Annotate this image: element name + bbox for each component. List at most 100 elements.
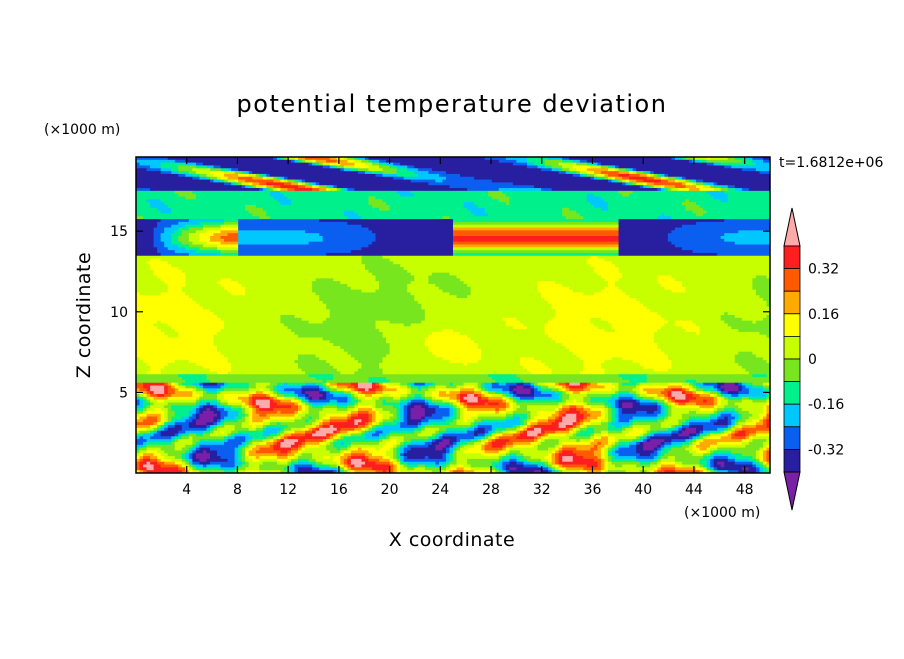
contour-cell (477, 343, 563, 347)
contour-cell (681, 182, 687, 186)
contour-cell (238, 227, 370, 231)
contour-cell (555, 419, 563, 423)
contour-cell (639, 436, 644, 440)
contour-cell (326, 436, 331, 440)
contour-cell (481, 441, 486, 446)
contour-cell (164, 425, 169, 429)
contour-cell (329, 436, 334, 440)
contour-cell (622, 464, 637, 468)
contour-cell (262, 391, 271, 395)
contour-cell (209, 309, 331, 313)
contour-cell (188, 456, 193, 460)
contour-cell (474, 425, 479, 429)
contour-cell (502, 467, 507, 471)
contour-cell (435, 408, 451, 412)
contour-cell (488, 391, 496, 395)
contour-cell (699, 385, 715, 389)
contour-cell (185, 461, 190, 466)
contour-cell (618, 399, 637, 404)
contour-cell (280, 450, 289, 454)
contour-cell (234, 179, 239, 183)
contour-cell (164, 388, 169, 392)
contour-cell (371, 413, 377, 418)
contour-cell (699, 408, 715, 412)
contour-cell (660, 450, 669, 454)
contour-cell (643, 444, 658, 449)
contour-cell (350, 456, 366, 460)
contour-cell (512, 410, 532, 415)
contour-cell (766, 413, 770, 418)
contour-cell (660, 467, 676, 471)
contour-cell (382, 391, 408, 395)
contour-cell (136, 159, 176, 164)
contour-cell (195, 422, 208, 426)
contour-cell (150, 430, 155, 435)
contour-cell (136, 348, 218, 353)
contour-cell (502, 394, 507, 398)
contour-cell (294, 467, 299, 471)
contour-cell (438, 461, 447, 466)
contour-cell (220, 419, 225, 423)
contour-cell (604, 173, 609, 178)
contour-cell (474, 385, 479, 389)
contour-cell (136, 264, 151, 268)
contour-cell (445, 427, 468, 432)
contour-cell (343, 470, 348, 473)
contour-cell (738, 425, 743, 429)
contour-cell (136, 362, 148, 367)
contour-cell (505, 157, 528, 161)
contour-cell (565, 433, 574, 437)
contour-cell (717, 447, 761, 452)
contour-cell (273, 176, 278, 181)
contour-cell (516, 402, 560, 406)
contour-cell (699, 159, 708, 164)
contour-cell (266, 173, 271, 178)
contour-cell (312, 286, 352, 291)
contour-cell (463, 402, 468, 406)
contour-cell (417, 173, 440, 178)
contour-cell (185, 292, 232, 296)
contour-cell (312, 416, 320, 420)
contour-cell (322, 320, 377, 325)
contour-cell (315, 278, 334, 282)
contour-cell (523, 427, 528, 432)
contour-cell (526, 165, 539, 169)
contour-cell (731, 433, 736, 437)
contour-cell (343, 458, 348, 463)
contour-cell (181, 464, 186, 468)
contour-cell (213, 425, 218, 429)
contour-cell (361, 458, 370, 463)
contour-cell (519, 425, 525, 429)
contour-cell (453, 402, 458, 406)
contour-cell (195, 456, 211, 460)
contour-cell (674, 278, 753, 282)
contour-cell (681, 224, 770, 229)
contour-cell (389, 204, 465, 209)
contour-cell (347, 396, 352, 401)
contour-cell (308, 458, 317, 463)
contour-cell (526, 425, 532, 429)
contour-cell (234, 456, 239, 460)
contour-cell (703, 439, 743, 443)
contour-cell (593, 323, 613, 327)
contour-cell (646, 171, 651, 175)
contour-cell (674, 427, 680, 432)
contour-cell (287, 436, 327, 440)
contour-cell (167, 362, 197, 367)
contour-cell (368, 456, 384, 460)
contour-cell (710, 430, 722, 435)
contour-cell (269, 188, 274, 192)
contour-cell (136, 413, 141, 418)
contour-cell (699, 470, 704, 473)
contour-cell (396, 168, 408, 172)
contour-cell (713, 399, 718, 404)
contour-cell (150, 368, 162, 373)
contour-cell (731, 430, 736, 435)
contour-cell (206, 377, 317, 381)
contour-cell (646, 173, 651, 178)
contour-cell (252, 413, 260, 418)
contour-cell (731, 427, 736, 432)
contour-cell (713, 408, 718, 412)
contour-cell (519, 427, 525, 432)
contour-cell (181, 453, 186, 457)
